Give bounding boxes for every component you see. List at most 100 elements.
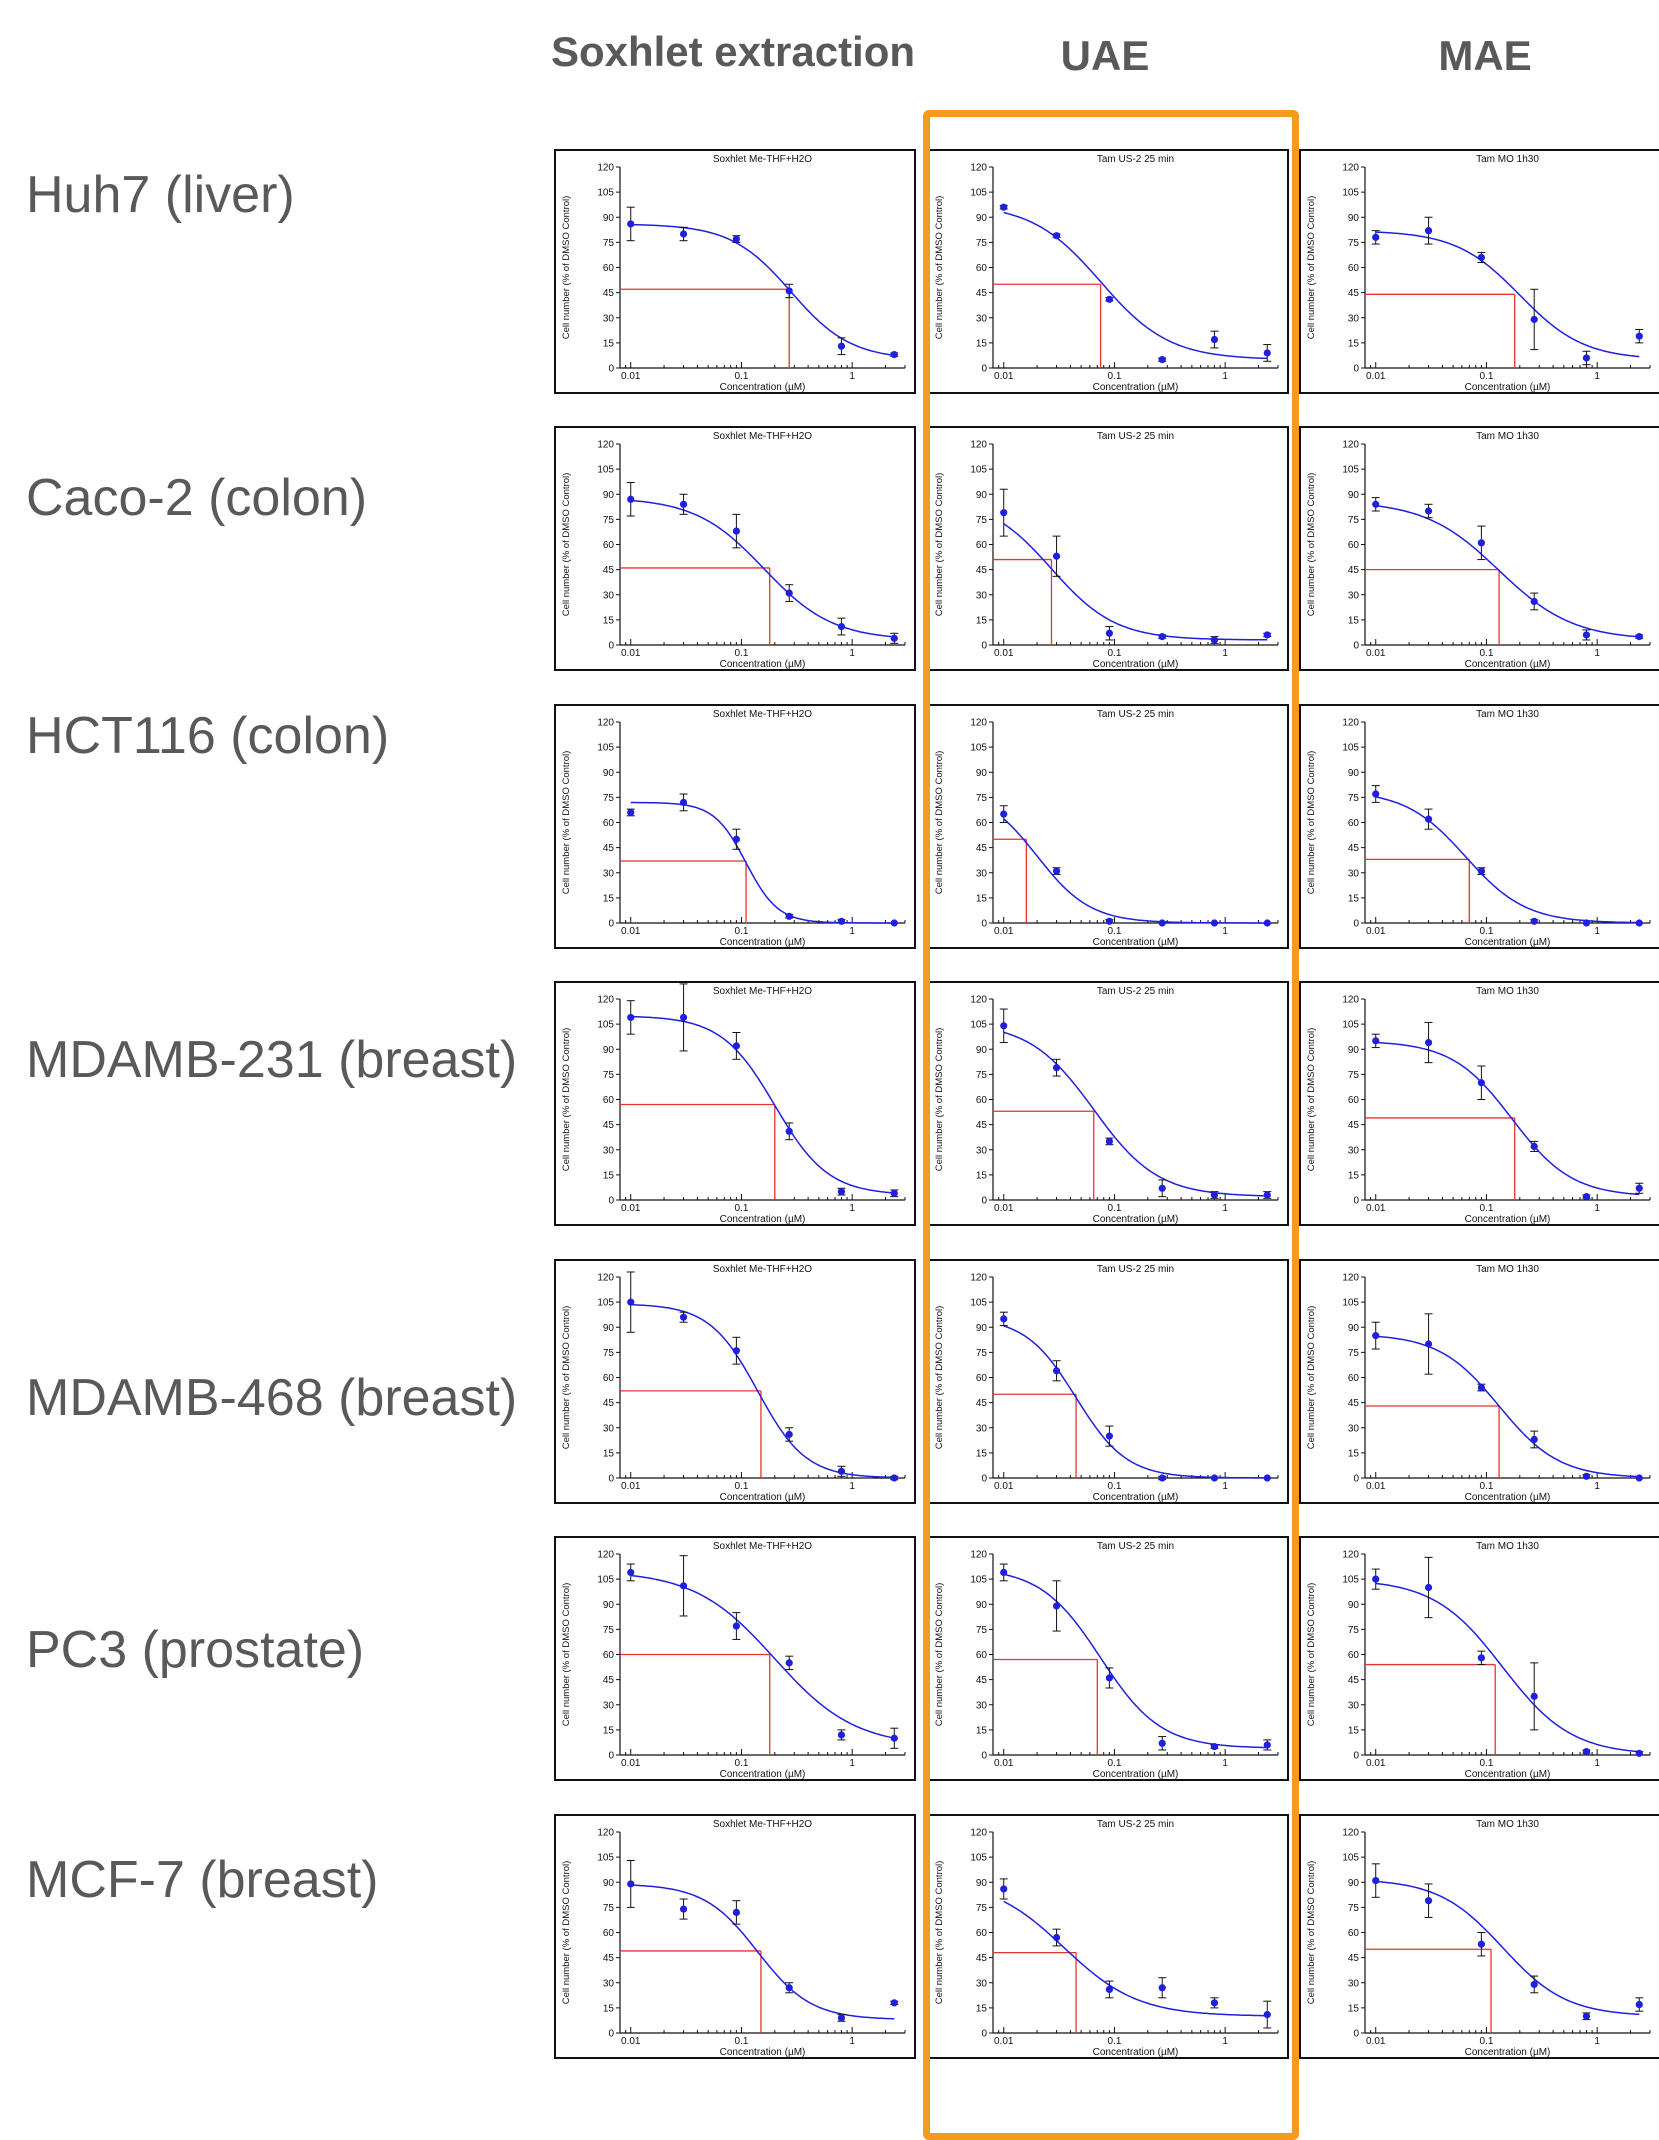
y-tick-label: 105 xyxy=(970,1853,987,1864)
x-tick-label: 1 xyxy=(849,371,855,382)
y-tick-label: 75 xyxy=(1348,238,1360,249)
y-axis-label: Cell number (% of DMSO Control) xyxy=(934,751,945,895)
chart-panel: Tam MO 1h30 0 15 30 45 60 75 90 105 120 Cell numbe… xyxy=(1299,981,1659,1226)
y-tick-label: 90 xyxy=(603,1600,615,1611)
y-tick-label: 90 xyxy=(603,768,615,779)
y-tick-label: 0 xyxy=(608,364,614,375)
y-tick-label: 90 xyxy=(976,1878,988,1889)
y-tick-label: 30 xyxy=(1348,868,1360,879)
y-tick-label: 60 xyxy=(976,1373,988,1384)
y-tick-label: 60 xyxy=(1348,1928,1360,1939)
y-axis-label: Cell number (% of DMSO Control) xyxy=(561,473,572,617)
data-point xyxy=(679,1313,688,1321)
data-point xyxy=(785,1430,793,1439)
y-tick-label: 45 xyxy=(976,1120,988,1131)
data-point xyxy=(732,235,740,243)
y-tick-label: 120 xyxy=(597,163,614,174)
data-point xyxy=(732,527,740,535)
chart-border xyxy=(927,981,1289,1226)
x-tick-label: 0.1 xyxy=(1107,926,1121,937)
data-point xyxy=(1052,232,1061,240)
chart-border xyxy=(554,1814,916,2059)
y-tick-label: 105 xyxy=(597,1020,614,1031)
fit-curve xyxy=(1375,796,1640,924)
x-tick-label: 0.01 xyxy=(994,648,1014,659)
chart-panel: Soxhlet Me-THF+H2O 0 15 30 45 60 75 90 105 120 Cel… xyxy=(554,1536,916,1781)
y-tick-label: 120 xyxy=(1342,1550,1359,1561)
x-tick-label: 0.1 xyxy=(734,648,748,659)
chart-panel: Tam US-2 25 min 0 15 30 45 60 75 90 105 120 Cell n… xyxy=(927,704,1289,949)
data-point xyxy=(1635,1749,1643,1757)
data-point xyxy=(627,1013,635,1022)
data-point xyxy=(1635,1474,1643,1482)
data-point xyxy=(1477,1654,1485,1662)
y-tick-label: 15 xyxy=(603,2003,615,2014)
y-tick-label: 45 xyxy=(603,288,615,299)
data-point xyxy=(1424,507,1433,515)
chart-panel: Tam MO 1h30 0 15 30 45 60 75 90 105 120 Cell numbe… xyxy=(1299,1814,1659,2059)
data-point xyxy=(1530,917,1538,925)
y-tick-label: 60 xyxy=(976,263,988,274)
y-tick-label: 75 xyxy=(976,515,988,526)
chart-title: Soxhlet Me-THF+H2O xyxy=(713,154,812,165)
x-axis-label: Concentration (µM) xyxy=(1465,2047,1551,2058)
data-point xyxy=(1052,867,1061,875)
y-tick-label: 60 xyxy=(1348,263,1360,274)
data-point xyxy=(627,220,635,228)
y-tick-label: 30 xyxy=(603,868,615,879)
chart-panel: Tam US-2 25 min 0 15 30 45 60 75 90 105 120 Cell n… xyxy=(927,1536,1289,1781)
x-axis-label: Concentration (µM) xyxy=(1093,2047,1179,2058)
x-tick-label: 0.1 xyxy=(1107,371,1121,382)
y-tick-label: 90 xyxy=(976,1600,988,1611)
chart-title: Tam US-2 25 min xyxy=(1097,431,1174,442)
x-tick-label: 0.1 xyxy=(1479,2036,1493,2047)
row-label-caco2: Caco-2 (colon) xyxy=(26,469,368,527)
y-tick-label: 60 xyxy=(603,818,615,829)
y-tick-label: 45 xyxy=(603,843,615,854)
y-tick-label: 15 xyxy=(1348,338,1360,349)
y-axis-label: Cell number (% of DMSO Control) xyxy=(1306,1306,1317,1450)
data-point xyxy=(1052,1064,1061,1072)
fit-curve xyxy=(1003,211,1268,360)
y-tick-label: 30 xyxy=(976,1978,988,1989)
data-point xyxy=(785,1984,793,1992)
y-tick-label: 30 xyxy=(976,1145,988,1156)
chart-border xyxy=(927,704,1289,949)
y-tick-label: 45 xyxy=(976,565,988,576)
data-point xyxy=(1424,1897,1433,1905)
y-tick-label: 105 xyxy=(597,1853,614,1864)
y-tick-label: 120 xyxy=(970,1828,987,1839)
y-tick-label: 45 xyxy=(603,1675,615,1686)
fit-curve xyxy=(630,801,895,924)
y-tick-label: 15 xyxy=(603,1170,615,1181)
y-axis-label: Cell number (% of DMSO Control) xyxy=(934,196,945,340)
y-tick-label: 15 xyxy=(976,2003,988,2014)
x-tick-label: 0.1 xyxy=(734,1203,748,1214)
data-point xyxy=(1052,1367,1061,1375)
x-tick-label: 1 xyxy=(1594,2036,1600,2047)
data-point xyxy=(837,342,846,350)
x-axis-label: Concentration (µM) xyxy=(720,659,806,670)
y-tick-label: 75 xyxy=(1348,793,1360,804)
fit-curve xyxy=(630,1015,895,1194)
data-point xyxy=(1530,315,1538,324)
data-point xyxy=(1372,790,1380,798)
x-tick-label: 0.1 xyxy=(734,2036,748,2047)
chart-panel: Tam MO 1h30 0 15 30 45 60 75 90 105 120 Cell numbe… xyxy=(1299,426,1659,671)
chart-panel: Tam MO 1h30 0 15 30 45 60 75 90 105 120 Cell numbe… xyxy=(1299,1536,1659,1781)
x-tick-label: 0.01 xyxy=(1366,1203,1386,1214)
data-point xyxy=(1263,919,1271,927)
chart-border xyxy=(1299,704,1659,949)
data-point xyxy=(1582,2012,1591,2020)
row-label-pc3: PC3 (prostate) xyxy=(26,1621,365,1679)
x-tick-label: 0.1 xyxy=(1107,648,1121,659)
fit-curve xyxy=(630,1884,895,2020)
y-tick-label: 60 xyxy=(1348,1650,1360,1661)
x-tick-label: 1 xyxy=(1222,926,1228,937)
chart-title: Soxhlet Me-THF+H2O xyxy=(713,1819,812,1830)
data-point xyxy=(1424,815,1433,823)
x-tick-label: 1 xyxy=(849,648,855,659)
x-tick-label: 0.01 xyxy=(1366,2036,1386,2047)
x-tick-label: 0.1 xyxy=(1479,1203,1493,1214)
